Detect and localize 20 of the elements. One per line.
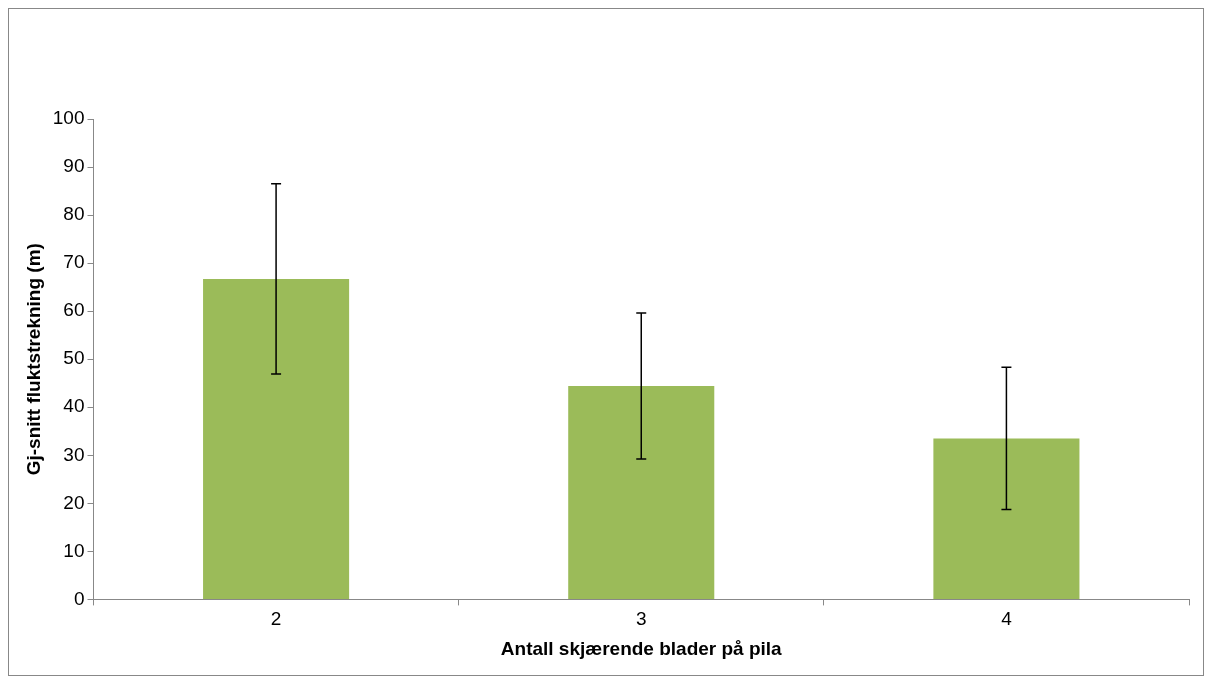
y-tick-label: 60 [63, 299, 85, 321]
bar [203, 278, 350, 599]
x-axis-title: Antall skjærende blader på pila [500, 637, 783, 659]
x-tick-label: 3 [635, 608, 647, 630]
y-tick-label: 30 [63, 443, 85, 465]
y-tick-label: 0 [73, 587, 85, 609]
y-tick-label: 80 [63, 203, 85, 225]
y-tick-label: 90 [63, 155, 85, 177]
y-axis-title: Gj-snitt fluktstrekning (m) [22, 243, 44, 476]
y-tick-label: 50 [63, 347, 85, 369]
bar [933, 438, 1080, 599]
y-tick-label: 20 [63, 491, 85, 513]
chart-frame: Antall skjærende blader på pila Gj-snitt fluktstrekning (m) 2 3 4 0 10 20 30 40 50 60 70 80 90 100 [8, 8, 1204, 676]
y-tick-label: 100 [52, 107, 85, 129]
y-tick-label: 70 [63, 251, 85, 273]
y-tick-label: 40 [63, 395, 85, 417]
x-tick-label: 2 [270, 608, 282, 630]
y-tick-label: 10 [63, 539, 85, 561]
x-tick-label: 4 [1001, 608, 1013, 630]
bar [568, 386, 715, 599]
